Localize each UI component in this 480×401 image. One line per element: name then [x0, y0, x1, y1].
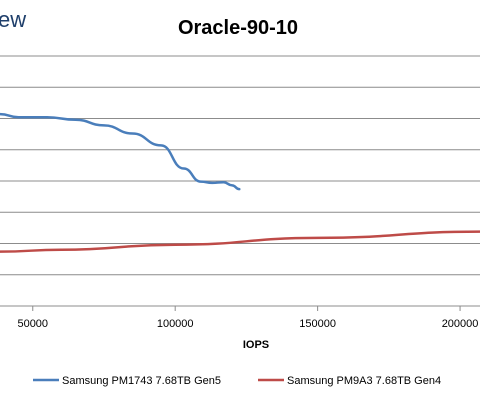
data-point: [74, 119, 77, 121]
legend-label: Samsung PM1743 7.68TB Gen5: [62, 375, 221, 387]
data-point: [60, 249, 62, 251]
data-point: [103, 124, 105, 126]
data-point: [183, 167, 185, 170]
data-point: [223, 181, 225, 183]
chart-title: Oracle-90-10: [178, 17, 298, 39]
data-point: [200, 181, 202, 183]
data-point: [231, 184, 233, 186]
data-point: [317, 237, 319, 239]
data-point: [211, 182, 213, 184]
legend: Samsung PM1743 7.68TB Gen5 Samsung PM9A3 …: [33, 375, 441, 387]
data-point: [160, 144, 162, 146]
x-axis: 50000 100000 150000 200000: [0, 305, 480, 330]
legend-label: Samsung PM9A3 7.68TB Gen4: [287, 375, 441, 387]
x-tick-label: 50000: [17, 318, 48, 330]
x-tick-label: 150000: [299, 318, 336, 330]
data-point: [238, 188, 240, 190]
gridlines: [0, 55, 480, 276]
data-point: [46, 116, 48, 118]
logo-fragment: ew: [0, 7, 26, 32]
x-tick-label: 100000: [157, 318, 194, 330]
data-point: [0, 251, 1, 253]
series-line-2: [0, 230, 480, 253]
data-point: [17, 116, 20, 118]
x-tick-label: 200000: [442, 318, 479, 330]
x-axis-label: IOPS: [243, 339, 269, 351]
series-line-1: [0, 112, 241, 191]
series-group: [0, 112, 480, 253]
data-point: [131, 132, 134, 135]
data-point: [174, 244, 176, 246]
data-point: [0, 113, 1, 115]
